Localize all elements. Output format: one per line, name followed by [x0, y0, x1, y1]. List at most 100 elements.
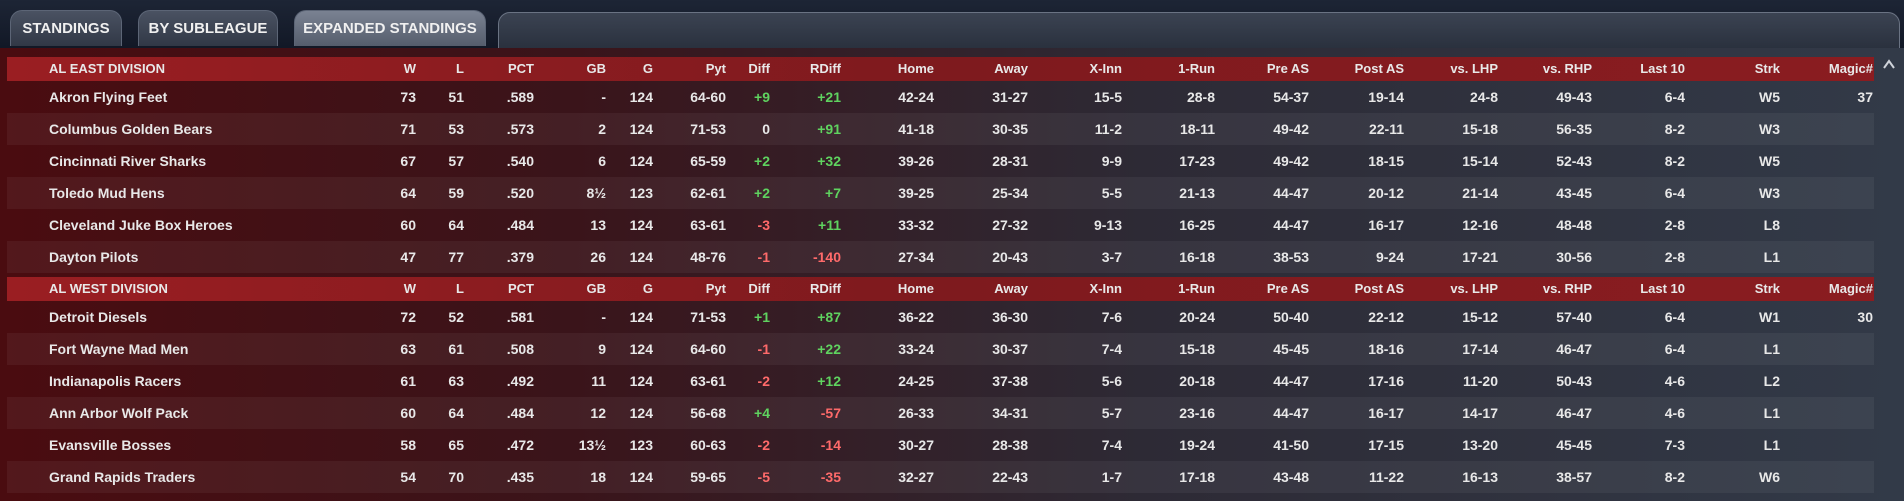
stat: 18-16 [1368, 341, 1404, 357]
team-row: Toledo Mud Hens 64 59 .520 8½ 123 62-61 +2 +7 39-… [7, 177, 1874, 209]
stat: 48-76 [690, 249, 726, 265]
stat: .589 [506, 89, 534, 105]
column-header: Away [994, 281, 1028, 296]
stat: 77 [448, 249, 464, 265]
stat: 30-56 [1556, 249, 1592, 265]
column-header: Magic# [1828, 281, 1873, 296]
stat: 54-37 [1273, 89, 1309, 105]
column-header: vs. RHP [1542, 61, 1592, 76]
stat: .435 [506, 469, 534, 485]
scroll-up[interactable] [1882, 56, 1896, 76]
team-name: Indianapolis Racers [49, 373, 182, 389]
column-header: L [456, 61, 464, 76]
team-name: Evansville Bosses [49, 437, 172, 453]
column-header: Pyt [705, 281, 726, 296]
stat: 6 [598, 153, 606, 169]
stat: +12 [817, 373, 841, 389]
stat: 43-48 [1273, 469, 1309, 485]
column-header: Strk [1754, 61, 1780, 76]
column-header: Pre AS [1266, 281, 1309, 296]
stat: 18-15 [1368, 153, 1404, 169]
stat: 13-20 [1462, 437, 1498, 453]
tab-active[interactable]: EXPANDED STANDINGS [294, 10, 486, 46]
stat: L1 [1763, 437, 1780, 453]
column-header: RDiff [809, 61, 841, 76]
tab[interactable]: BY SUBLEAGUE [138, 10, 278, 46]
team-name: Cincinnati River Sharks [49, 153, 207, 169]
stat: L8 [1763, 217, 1780, 233]
stat: L2 [1763, 373, 1780, 389]
stat: 22-12 [1368, 309, 1404, 325]
stat: 46-47 [1556, 405, 1592, 421]
stat: +32 [817, 153, 841, 169]
tab[interactable]: STANDINGS [10, 10, 122, 46]
stat: .581 [506, 309, 534, 325]
stat: 2-8 [1664, 249, 1685, 265]
stat: 64 [448, 405, 464, 421]
stat: 38-53 [1273, 249, 1309, 265]
stat: .520 [506, 185, 534, 201]
stat: 71-53 [690, 121, 726, 137]
stat: 63 [400, 341, 416, 357]
stat: 72 [400, 309, 416, 325]
stat: 30-37 [992, 341, 1028, 357]
division-header: AL EAST DIVISION W L PCT GB G Pyt Diff RDiff Home… [7, 57, 1874, 81]
division-name: AL WEST DIVISION [49, 281, 168, 296]
stat: 124 [629, 405, 653, 421]
stat: 44-47 [1273, 217, 1309, 233]
stat: 28-38 [992, 437, 1028, 453]
stat: 17-21 [1462, 249, 1498, 265]
stat: 11-20 [1462, 373, 1498, 389]
stat: .472 [506, 437, 534, 453]
column-header: 1-Run [1178, 61, 1215, 76]
stat: 17-18 [1179, 469, 1215, 485]
stat: 15-12 [1462, 309, 1498, 325]
stat: 73 [400, 89, 416, 105]
stat: 124 [629, 153, 653, 169]
stat: 5-7 [1101, 405, 1122, 421]
stat: 9-24 [1375, 249, 1404, 265]
stat: 44-47 [1273, 373, 1309, 389]
stat: +87 [817, 309, 841, 325]
column-header: Away [994, 61, 1028, 76]
stat: -140 [812, 249, 841, 265]
stat: 2 [598, 121, 606, 137]
stat: 31-27 [992, 89, 1028, 105]
stat: 56-68 [690, 405, 726, 421]
stat: 57-40 [1556, 309, 1592, 325]
stat: 49-42 [1273, 121, 1309, 137]
team-row: Dayton Pilots 47 77 .379 26 124 48-76 -1 -140 27-… [7, 241, 1874, 273]
stat: 12-16 [1462, 217, 1498, 233]
stat: 16-13 [1462, 469, 1498, 485]
stat: 26-33 [898, 405, 934, 421]
column-header: vs. LHP [1450, 281, 1498, 296]
stat: 16-25 [1179, 217, 1215, 233]
column-header: Diff [748, 61, 770, 76]
stat: 15-18 [1462, 121, 1498, 137]
stat: 65-59 [690, 153, 726, 169]
stat: 11 [591, 373, 606, 389]
stat: 60 [400, 405, 416, 421]
stat: 36-30 [992, 309, 1028, 325]
stat: 57 [448, 153, 464, 169]
team-name: Dayton Pilots [49, 249, 139, 265]
stat: 41-18 [898, 121, 934, 137]
stat: 124 [629, 469, 653, 485]
stat: -57 [820, 405, 841, 421]
stat: 54 [400, 469, 416, 485]
stat: 7-4 [1101, 437, 1122, 453]
stat: +11 [818, 217, 841, 233]
column-header: GB [586, 281, 607, 296]
stat: L1 [1763, 405, 1780, 421]
column-header: RDiff [809, 281, 841, 296]
column-header: Post AS [1354, 61, 1404, 76]
stat: 49-42 [1273, 153, 1309, 169]
stat: 32-27 [898, 469, 934, 485]
stat: +2 [754, 153, 770, 169]
team-name: Akron Flying Feet [49, 89, 168, 105]
column-header: 1-Run [1178, 281, 1215, 296]
stat: 17-16 [1368, 373, 1404, 389]
stat: 17-23 [1179, 153, 1215, 169]
team-name: Grand Rapids Traders [49, 469, 196, 485]
